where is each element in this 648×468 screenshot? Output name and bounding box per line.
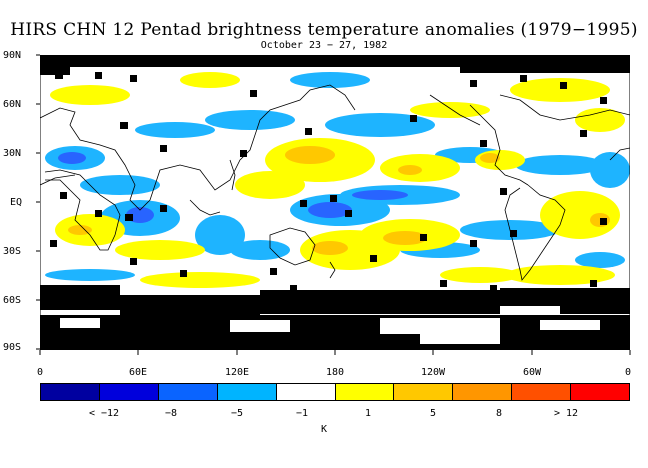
colorbar bbox=[40, 383, 630, 401]
colorbar-swatch-3 bbox=[217, 384, 277, 400]
lon-label-120e: 120E bbox=[224, 367, 250, 378]
lon-label-0-end: 0 bbox=[624, 367, 632, 378]
missing-data-regions bbox=[40, 55, 630, 350]
lon-ticks bbox=[39, 350, 631, 355]
lat-label-eq: EQ bbox=[10, 197, 23, 208]
colorbar-swatch-8 bbox=[512, 384, 572, 400]
lon-label-60w: 60W bbox=[522, 367, 542, 378]
coastlines bbox=[40, 84, 630, 281]
colorbar-swatch-0 bbox=[41, 384, 100, 400]
colorbar-label-neg5: −5 bbox=[230, 408, 244, 419]
colorbar-label-8: 8 bbox=[495, 408, 503, 419]
colorbar-swatch-9 bbox=[571, 384, 630, 400]
colorbar-label-5: 5 bbox=[429, 408, 437, 419]
colorbar-unit: K bbox=[320, 424, 328, 435]
colorbar-swatch-6 bbox=[394, 384, 454, 400]
lat-label-90s: 90S bbox=[3, 342, 22, 353]
colorbar-label-neg1: −1 bbox=[295, 408, 309, 419]
map-title: HIRS CHN 12 Pentad brightness temperatur… bbox=[10, 20, 638, 40]
strong-cold-anomalies bbox=[58, 152, 408, 223]
lon-label-120w: 120W bbox=[420, 367, 446, 378]
colorbar-swatch-7 bbox=[453, 384, 513, 400]
lat-label-60s: 60S bbox=[3, 295, 22, 306]
lat-label-30n: 30N bbox=[3, 148, 22, 159]
missing-data-cells bbox=[50, 72, 607, 292]
lat-label-30s: 30S bbox=[3, 246, 22, 257]
lat-label-60n: 60N bbox=[3, 99, 22, 110]
lat-label-90n: 90N bbox=[3, 50, 22, 61]
colorbar-swatch-2 bbox=[158, 384, 218, 400]
map-subtitle: October 23 − 27, 1982 bbox=[260, 40, 388, 51]
colorbar-label-neg8: −8 bbox=[164, 408, 178, 419]
lon-label-0: 0 bbox=[36, 367, 44, 378]
colorbar-swatch-1 bbox=[99, 384, 159, 400]
lon-label-60e: 60E bbox=[128, 367, 148, 378]
lon-label-180: 180 bbox=[325, 367, 345, 378]
colorbar-label-gt-12: > 12 bbox=[553, 408, 579, 419]
colorbar-label-1: 1 bbox=[364, 408, 372, 419]
colorbar-label-lt-12: < −12 bbox=[88, 408, 120, 419]
colorbar-swatch-5 bbox=[335, 384, 395, 400]
lat-ticks bbox=[36, 54, 40, 350]
colorbar-swatch-4 bbox=[276, 384, 336, 400]
